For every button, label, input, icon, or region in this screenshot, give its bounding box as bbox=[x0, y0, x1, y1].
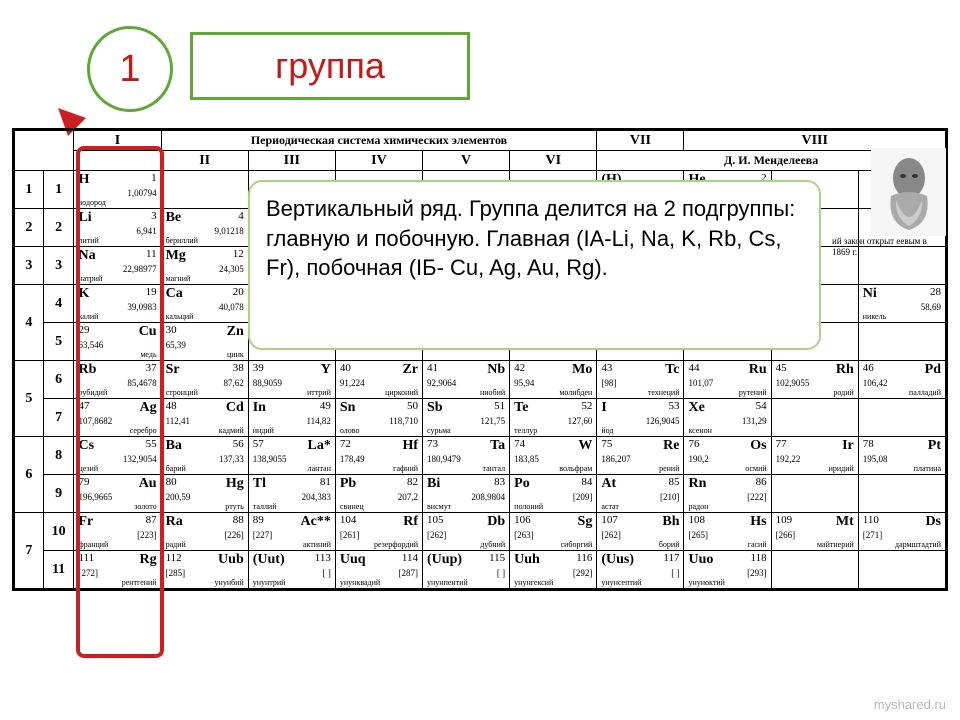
title-text: группа bbox=[275, 45, 385, 87]
mendeleev-portrait bbox=[871, 148, 946, 236]
badge-number: 1 bbox=[119, 48, 140, 91]
callout-text: Вертикальный ряд. Группа делится на 2 по… bbox=[266, 196, 795, 280]
header-area: 1 группа bbox=[0, 20, 960, 110]
badge-circle: 1 bbox=[87, 26, 173, 112]
mendeleev-note: ий закон открыт еевым в 1869 г. bbox=[832, 236, 942, 258]
title-box: группа bbox=[190, 32, 470, 100]
callout-box: Вертикальный ряд. Группа делится на 2 по… bbox=[248, 180, 821, 350]
watermark: myshared.ru bbox=[874, 697, 946, 712]
